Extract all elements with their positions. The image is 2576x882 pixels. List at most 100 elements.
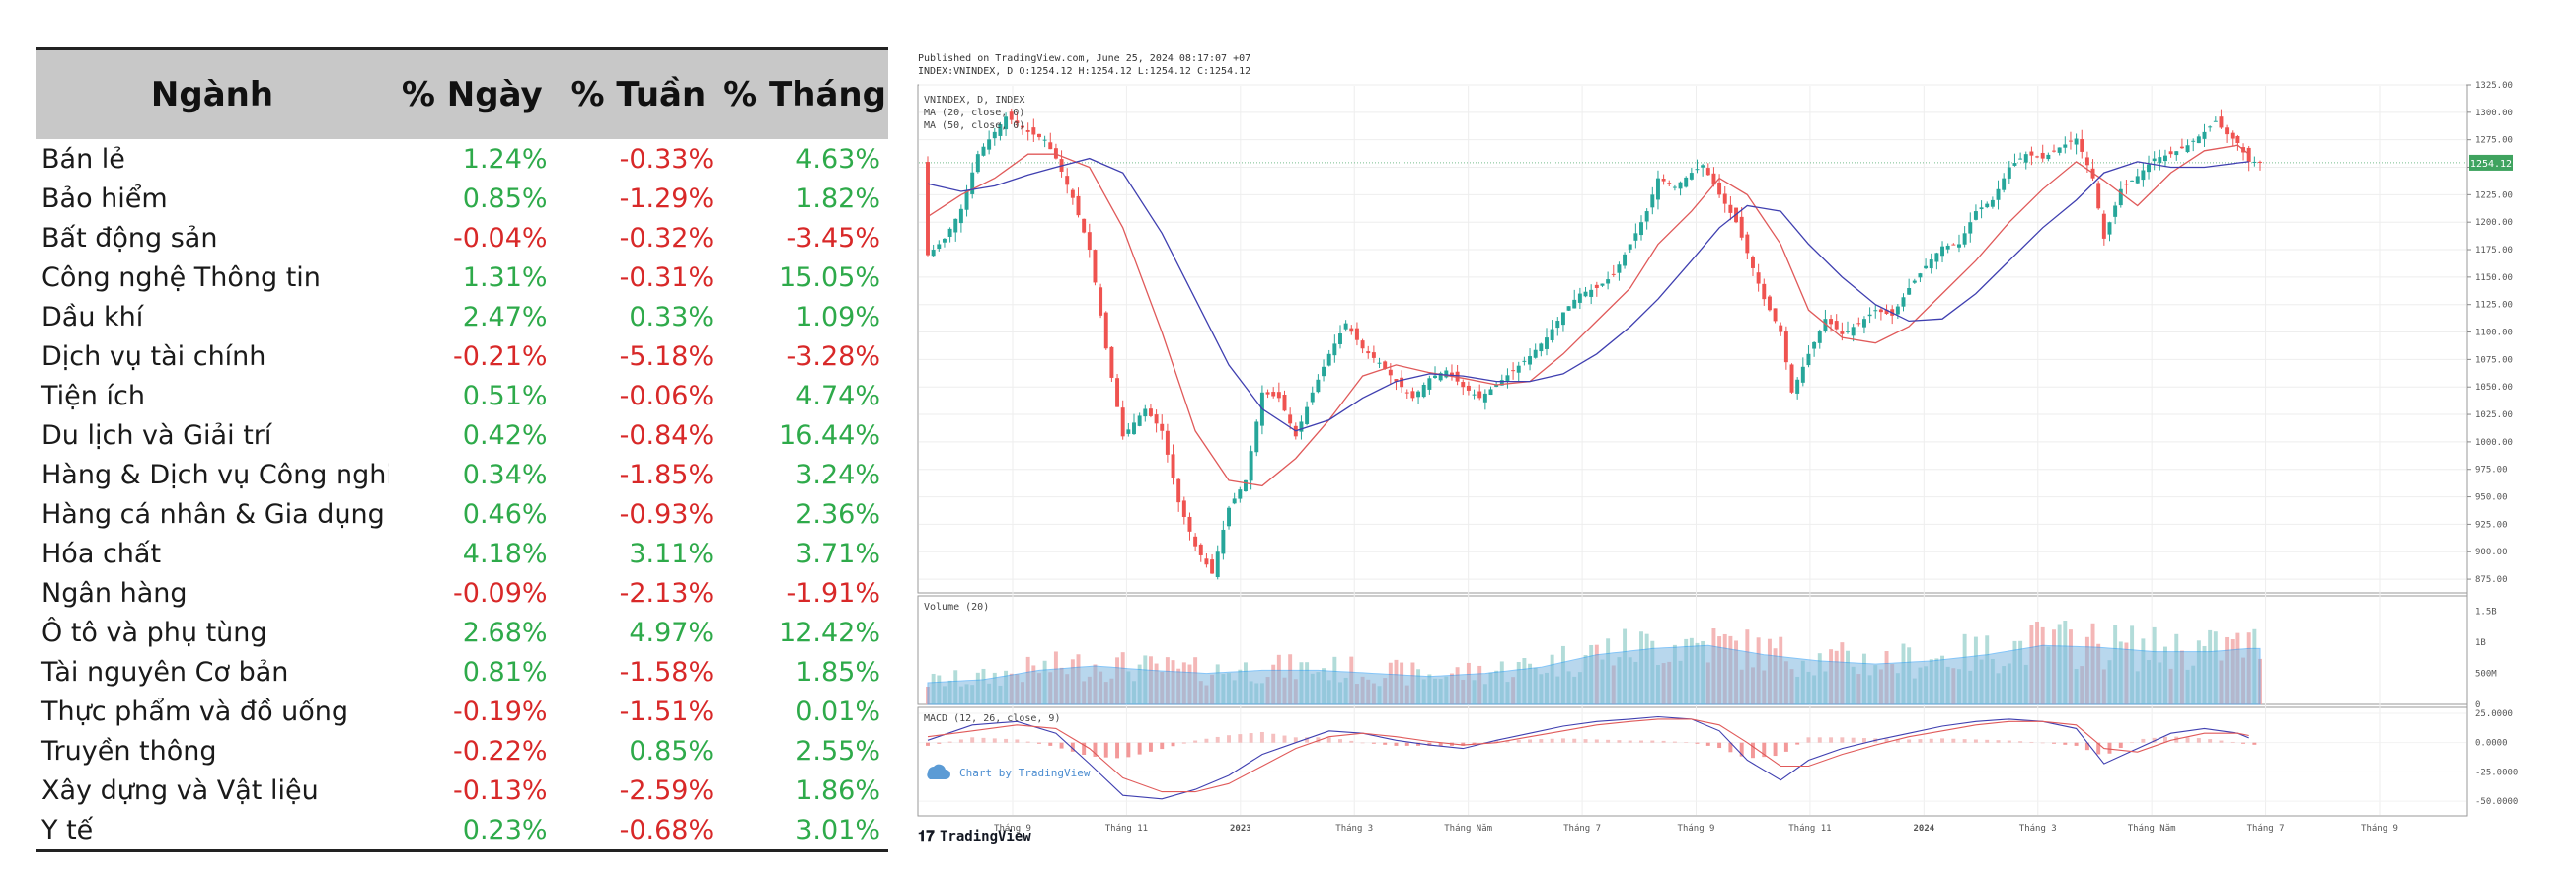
candle-body	[1316, 379, 1321, 393]
day-change: 1.31%	[462, 261, 548, 293]
candle-body	[2208, 126, 2213, 128]
candle-body	[1366, 351, 1371, 354]
legend-ma50: MA (50, close, 0)	[924, 120, 1024, 131]
macd-histogram-bar	[1082, 742, 1087, 755]
candle-body	[1711, 173, 1716, 185]
macd-histogram-bar	[1171, 742, 1175, 747]
week-change: -0.06%	[619, 380, 715, 411]
header-day: % Ngày	[389, 47, 556, 139]
candle-body	[1477, 391, 1482, 399]
candle-body	[1895, 306, 1900, 315]
candle-body	[1823, 319, 1828, 331]
macd-histogram-bar	[1338, 739, 1342, 743]
month-change: 12.42%	[779, 617, 880, 648]
candle-body	[1594, 284, 1599, 288]
time-tick-label: Tháng 3	[1335, 824, 1373, 834]
candle-body	[1795, 379, 1800, 394]
sector-name: Hóa chất	[41, 538, 162, 569]
macd-histogram-bar	[1181, 742, 1186, 744]
candle-body	[1684, 177, 1689, 187]
candle-body	[1394, 379, 1399, 382]
sector-name: Thực phẩm và đồ uống	[41, 696, 349, 727]
candle-body	[1305, 406, 1310, 424]
macd-histogram-bar	[1494, 740, 1499, 743]
candle-body	[1555, 321, 1560, 329]
month-change: 2.36%	[796, 498, 880, 530]
volume-tick-label: 0	[2475, 700, 2480, 710]
macd-histogram-bar	[1851, 737, 1856, 743]
candle-body	[1271, 392, 1276, 397]
candle-body	[2246, 147, 2251, 162]
candle-body	[1243, 479, 1248, 492]
price-tick-label: 1275.00	[2475, 136, 2513, 146]
macd-histogram-bar	[2152, 737, 2157, 743]
week-change: -0.33%	[619, 143, 715, 175]
header-sector: Ngành	[36, 47, 389, 139]
macd-histogram-bar	[926, 742, 930, 746]
month-change: 3.01%	[721, 810, 888, 852]
candle-body	[1109, 346, 1114, 378]
candle-body	[1695, 169, 1700, 171]
candle-body	[1589, 289, 1594, 297]
candle-body	[2107, 222, 2112, 235]
candle-body	[981, 146, 986, 156]
price-tick-label: 1225.00	[2475, 190, 2513, 200]
day-change: 0.81%	[462, 656, 548, 688]
candle-body	[1617, 264, 1622, 273]
volume-tick-label: 1.5B	[2475, 608, 2497, 618]
candle-body	[970, 172, 975, 194]
macd-line	[927, 715, 2249, 800]
candle-body	[2185, 145, 2190, 153]
published-note: Published on TradingView.com, June 25, 2…	[918, 53, 1250, 64]
candle-body	[947, 228, 952, 237]
candle-body	[1728, 204, 1733, 213]
candle-body	[1404, 392, 1409, 394]
candle-body	[2152, 158, 2157, 162]
candle-body	[1232, 498, 1237, 504]
macd-histogram-bar	[1516, 739, 1521, 743]
table-row: Xây dựng và Vật liệu -0.13% -2.59% 1.86%	[36, 771, 888, 810]
candle-body	[1884, 309, 1889, 314]
candle-body	[1165, 430, 1170, 455]
candle-body	[1650, 194, 1655, 208]
macd-histogram-bar	[1739, 742, 1744, 757]
candle-body	[2252, 161, 2257, 164]
day-change: -0.09%	[453, 577, 548, 609]
tv-mark-icon: 𝟏𝟕	[918, 827, 935, 845]
month-change: 15.05%	[779, 261, 880, 293]
macd-histogram-bar	[2029, 741, 2034, 743]
candle-body	[937, 244, 942, 250]
week-change: -0.31%	[619, 261, 715, 293]
candle-body	[1482, 393, 1487, 403]
macd-histogram-bar	[1293, 737, 1298, 743]
macd-histogram-bar	[1326, 737, 1331, 743]
day-change: 2.47%	[462, 301, 548, 332]
chart-by-tradingview[interactable]: Chart by TradingView	[927, 764, 1091, 779]
macd-histogram-bar	[1985, 739, 1990, 743]
candle-body	[1951, 244, 1956, 246]
candle-body	[1633, 233, 1638, 241]
macd-histogram-bar	[1148, 742, 1153, 752]
candle-body	[1354, 328, 1359, 340]
candle-body	[1867, 314, 1872, 317]
chart-by-label[interactable]: Chart by TradingView	[959, 767, 1091, 779]
candle-body	[1840, 331, 1845, 334]
candle-body	[2063, 144, 2068, 148]
tradingview-chart: Published on TradingView.com, June 25, 2…	[914, 51, 2523, 850]
macd-histogram-bar	[2163, 736, 2167, 743]
macd-histogram-bar	[947, 741, 952, 743]
candle-body	[1025, 129, 1030, 132]
candle-body	[1322, 366, 1326, 377]
sector-name: Công nghệ Thông tin	[41, 261, 321, 293]
candle-body	[1550, 329, 1554, 340]
macd-histogram-bar	[1550, 738, 1554, 743]
macd-histogram-bar	[1093, 742, 1098, 757]
candle-body	[2074, 138, 2079, 145]
macd-tick-label: 0.0000	[2475, 739, 2508, 749]
candle-body	[1326, 353, 1331, 366]
macd-histogram-bar	[2252, 742, 2257, 745]
macd-histogram-bar	[1762, 742, 1767, 758]
time-tick-label: Tháng Năm	[2128, 824, 2176, 834]
candle-body	[2179, 146, 2184, 149]
week-change: 4.97%	[629, 617, 715, 648]
